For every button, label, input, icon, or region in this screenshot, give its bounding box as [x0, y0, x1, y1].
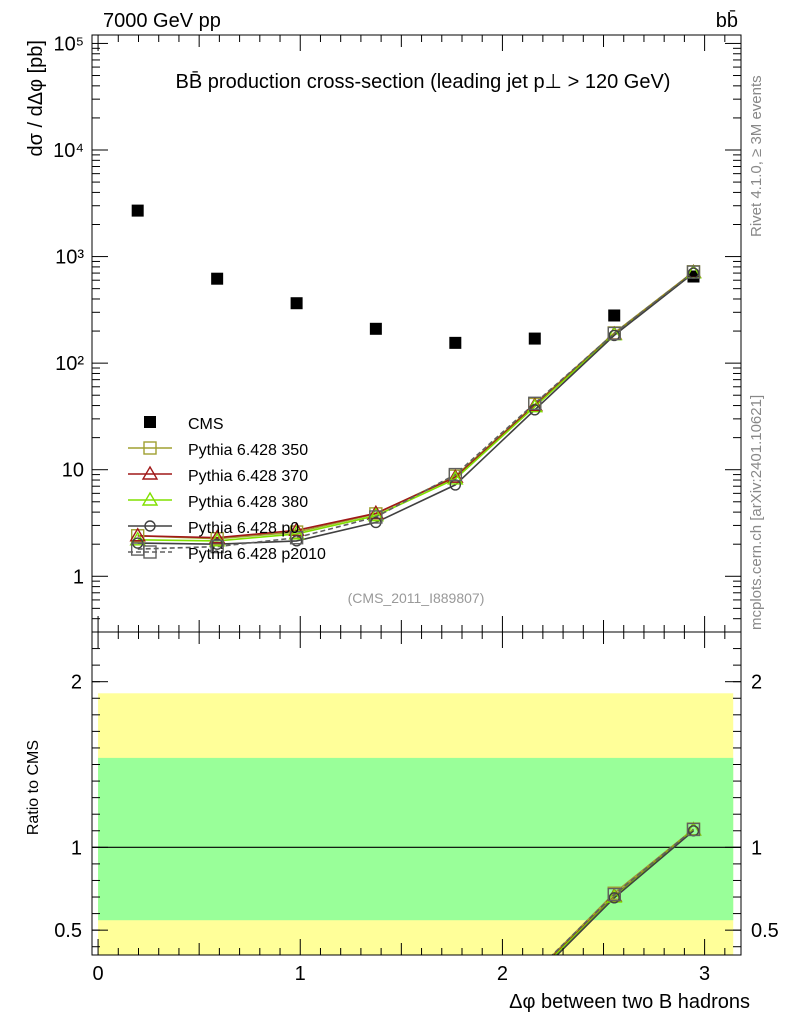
y-tick-label: 10³	[55, 247, 84, 269]
ratio-point-4-6	[607, 887, 621, 902]
legend: CMS Pythia 6.428 350 Pythia 6.428 370 Pythi…	[128, 416, 326, 563]
data-point-0-4	[449, 336, 462, 349]
legend-marker-0	[144, 416, 156, 428]
rivet-label: Rivet 4.1.0, ≥ 3M events	[748, 75, 765, 237]
y-tick-label: 10²	[55, 353, 84, 375]
legend-label-5: Pythia 6.428 p2010	[188, 546, 326, 563]
data-point-5-7	[686, 265, 701, 279]
data-point-5-2	[289, 531, 304, 545]
data-point-5-4	[448, 467, 463, 482]
data-point-4-1	[211, 538, 223, 550]
ratio-y-axis-label: Ratio to CMS	[25, 740, 42, 835]
ratio-y-tick-label: 2	[71, 672, 82, 694]
legend-label-0: CMS	[188, 416, 224, 433]
series-line-5	[137, 271, 694, 550]
ratio-plot-frame	[91, 631, 742, 956]
legend-marker-3	[141, 491, 159, 506]
data-point-0-2	[290, 297, 303, 310]
series-line-3	[137, 272, 694, 542]
data-point-2-4	[447, 468, 464, 483]
ratio-point-3-6	[608, 892, 620, 904]
data-point-4-2	[290, 535, 303, 547]
ratio-plot-panel: 0.5 0.5 1 1 2 2 0 1 2 3 Ratio to CMS Δφ between t…	[25, 631, 779, 1013]
y-tick-label: 10	[62, 460, 84, 482]
data-point-0-5	[528, 332, 541, 345]
ratio-line-2	[554, 829, 695, 955]
main-plot-frame	[91, 34, 742, 633]
legend-label-3: Pythia 6.428 380	[188, 494, 308, 511]
legend-label-4: Pythia 6.428 p0	[188, 520, 299, 537]
data-point-0-7	[687, 270, 700, 283]
x-axis-label: Δφ between two B hadrons	[509, 991, 750, 1013]
process-label: bb̄	[716, 9, 738, 32]
analysis-annotation: (CMS_2011_I889807)	[348, 590, 485, 606]
y-axis-label: dσ / dΔφ [pb]	[25, 40, 47, 157]
energy-label: 7000 GeV pp	[103, 10, 221, 32]
uncertainty-band-inner	[98, 757, 734, 921]
data-point-0-6	[608, 309, 621, 322]
data-point-0-0	[131, 204, 144, 217]
legend-label-2: Pythia 6.428 370	[188, 468, 308, 485]
ratio-y-tick-label: 0.5	[54, 920, 82, 942]
data-point-3-2	[288, 525, 305, 540]
data-point-4-6	[608, 329, 620, 342]
y-tick-label: 10⁵	[53, 33, 84, 55]
data-point-2-3	[367, 504, 385, 519]
data-point-3-4	[447, 470, 464, 485]
legend-marker-2	[141, 465, 159, 480]
data-point-2-1	[208, 529, 226, 544]
ratio-point-2-6	[606, 888, 623, 903]
x-tick-label: 0	[93, 963, 104, 985]
data-point-0-1	[211, 272, 224, 285]
x-tick-label: 1	[295, 963, 306, 985]
legend-label-1: Pythia 6.428 350	[188, 442, 308, 459]
data-point-2-0	[129, 527, 146, 542]
ratio-y-tick-label-right: 0.5	[751, 920, 779, 942]
legend-marker-1	[143, 441, 157, 455]
data-point-5-5	[528, 396, 542, 410]
mcplots-label: mcplots.cern.ch [arXiv:2401.10621]	[748, 395, 765, 630]
main-plot-panel: 1 10 10² 10³ 10⁴ 10⁵ BB̄ production cross-sec…	[25, 33, 742, 633]
data-point-3-3	[367, 507, 385, 522]
ratio-line-3	[556, 830, 695, 955]
ratio-y-tick-label-right: 1	[751, 837, 762, 859]
ratio-y-tick-label-right: 2	[751, 672, 762, 694]
ratio-point-4-7	[686, 822, 701, 837]
data-point-5-6	[607, 326, 621, 341]
data-point-0-3	[369, 322, 382, 335]
x-tick-label: 3	[699, 963, 710, 985]
x-tick-label: 2	[497, 963, 508, 985]
legend-marker-4	[144, 520, 156, 532]
legend-marker-5	[143, 545, 157, 559]
data-point-5-1	[210, 539, 224, 554]
plot-title: BB̄ production cross-section (leading je…	[176, 70, 671, 93]
y-tick-label: 10⁴	[53, 140, 84, 162]
series-line-4	[137, 272, 694, 546]
ratio-y-tick-label: 1	[71, 837, 82, 859]
data-point-5-3	[369, 510, 383, 524]
y-tick-label: 1	[73, 566, 84, 588]
